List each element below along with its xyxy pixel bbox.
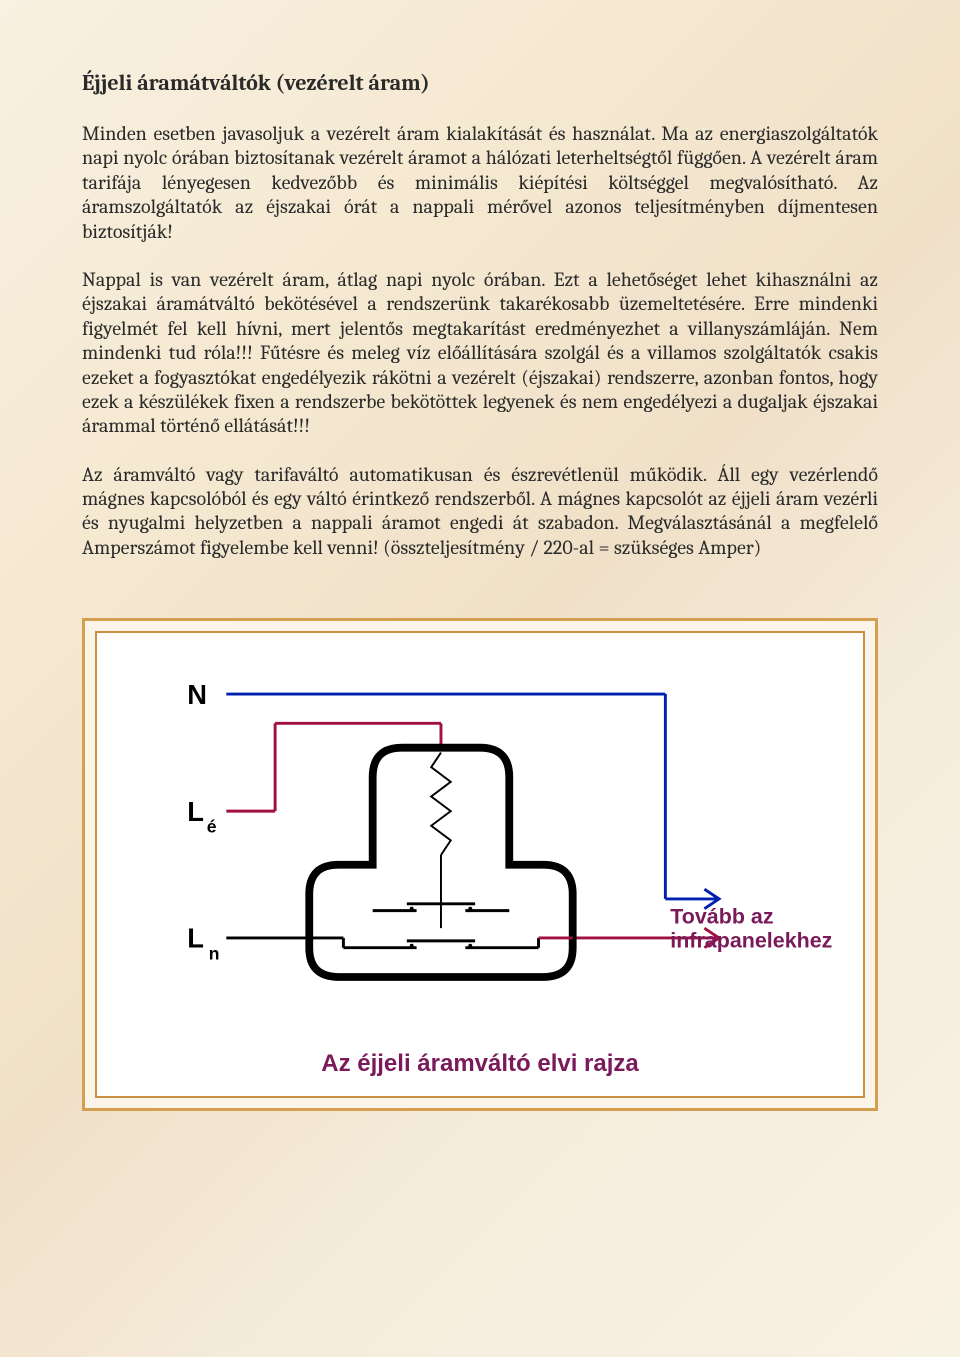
label-le-sub: é: [207, 817, 217, 837]
diagram-caption: Az éjjeli áramváltó elvi rajza: [119, 1050, 841, 1078]
label-le: L: [187, 796, 204, 827]
label-output-2: infrapanelekhez: [670, 929, 832, 953]
label-ln-sub: n: [209, 944, 220, 964]
label-ln: L: [187, 923, 204, 954]
paragraph-2: Nappal is van vezérelt áram, átlag napi …: [82, 268, 878, 439]
diagram-frame: N L é L n Tovább az infrapanelekhez Az é…: [82, 618, 878, 1111]
paragraph-3: Az áramváltó vagy tarifaváltó automatiku…: [82, 463, 878, 561]
circuit-diagram-icon: N L é L n Tovább az infrapanelekhez: [119, 655, 841, 1026]
label-output-1: Tovább az: [670, 905, 773, 929]
paragraph-1: Minden esetben javasoljuk a vezérelt ára…: [82, 122, 878, 244]
diagram-inner: N L é L n Tovább az infrapanelekhez Az é…: [95, 631, 865, 1098]
page-title: Éjjeli áramátváltók (vezérelt áram): [82, 70, 878, 96]
label-n: N: [187, 679, 207, 710]
